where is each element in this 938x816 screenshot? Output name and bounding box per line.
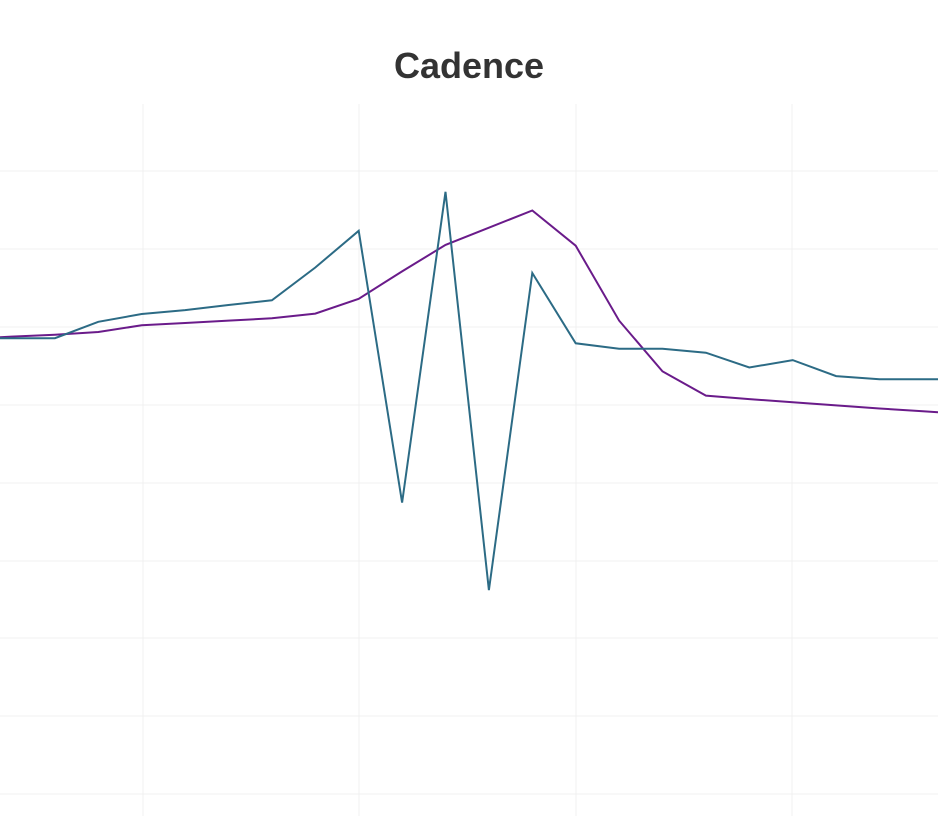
chart-title: Cadence [393, 45, 545, 86]
series-line-2 [0, 191, 938, 591]
series-layer [0, 191, 938, 591]
series-line-1 [0, 209, 938, 414]
gridlines [0, 104, 938, 816]
